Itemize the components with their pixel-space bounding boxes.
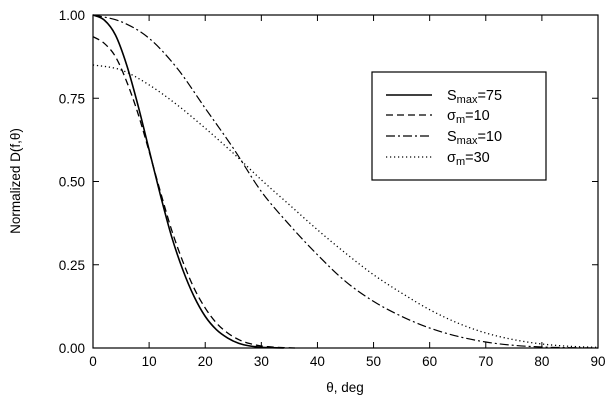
legend-label-2: σm=10 bbox=[447, 108, 490, 126]
legend-box bbox=[371, 71, 547, 181]
legend: Smax=75 σm=10 Smax=10 σm=30 bbox=[371, 71, 547, 181]
legend-label-1: Smax=75 bbox=[447, 88, 502, 106]
plot-frame bbox=[92, 14, 599, 349]
x-tick-label: 50 bbox=[366, 354, 381, 369]
y-axis-title: Normalized D(f,θ) bbox=[8, 128, 23, 234]
y-axis: 0.00 0.25 0.50 0.75 1.00 bbox=[59, 8, 598, 356]
x-axis: 0 10 20 30 40 50 60 70 80 90 bbox=[89, 15, 606, 369]
x-tick-label: 20 bbox=[198, 354, 213, 369]
x-tick-label: 0 bbox=[89, 354, 97, 369]
x-tick-label: 60 bbox=[422, 354, 437, 369]
x-tick-label: 30 bbox=[254, 354, 269, 369]
y-tick-label: 0.75 bbox=[59, 91, 85, 106]
series-line-1 bbox=[92, 14, 284, 349]
x-tick-label: 10 bbox=[142, 354, 157, 369]
y-tick-label: 0.25 bbox=[59, 258, 85, 273]
x-tick-label: 80 bbox=[534, 354, 549, 369]
x-tick-label: 70 bbox=[478, 354, 493, 369]
x-tick-label: 90 bbox=[590, 354, 605, 369]
x-axis-title: θ, deg bbox=[326, 380, 364, 395]
y-tick-label: 1.00 bbox=[59, 8, 85, 23]
x-tick-label: 40 bbox=[310, 354, 325, 369]
y-tick-label: 0.50 bbox=[59, 175, 85, 190]
series-layer bbox=[92, 14, 599, 349]
series-line-3 bbox=[92, 14, 599, 349]
y-tick-label: 0.00 bbox=[59, 341, 85, 356]
series-line-2 bbox=[92, 36, 296, 349]
legend-label-3: Smax=10 bbox=[447, 129, 502, 147]
legend-label-4: σm=30 bbox=[447, 150, 490, 168]
